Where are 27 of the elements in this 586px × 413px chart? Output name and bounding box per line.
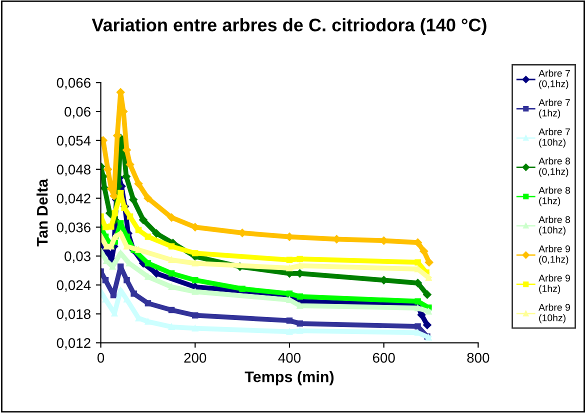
- legend-label: Arbre 7 (0,1hz): [538, 70, 570, 90]
- y-tick-label: 0,036: [56, 222, 90, 234]
- legend-label: Arbre 9 (10hz): [538, 304, 570, 324]
- x-tick-label: 600: [372, 352, 395, 363]
- y-axis-title: Tan Delta: [36, 178, 48, 246]
- y-tick-label: 0,048: [56, 164, 90, 176]
- y-tick-label: 0,03: [64, 251, 90, 263]
- legend-label: Arbre 7 (1hz): [538, 98, 570, 118]
- x-axis-title: Temps (min): [244, 371, 334, 386]
- y-tick-label: 0,018: [56, 309, 90, 321]
- y-tick-label: 0,024: [56, 280, 91, 292]
- legend-label: Arbre 9 (0,1hz): [538, 245, 570, 265]
- legend-label: Arbre 8 (0,1hz): [538, 157, 570, 177]
- x-tick-label: 200: [184, 352, 206, 363]
- x-tick-label: 400: [278, 352, 301, 363]
- y-tick-label: 0,012: [56, 338, 90, 350]
- x-tick-label: 800: [467, 352, 490, 363]
- chart-title: Variation entre arbres de C. citriodora (140 °C): [92, 18, 486, 35]
- y-tick-label: 0,054: [56, 136, 91, 148]
- legend-label: Arbre 8 (10hz): [538, 216, 570, 236]
- x-tick-label: 0: [97, 352, 104, 363]
- y-tick-label: 0,066: [56, 78, 90, 90]
- legend-label: Arbre 8 (1hz): [538, 186, 570, 206]
- y-tick-label: 0,06: [64, 106, 90, 118]
- legend-label: Arbre 7 (10hz): [538, 128, 570, 148]
- y-tick-label: 0,042: [56, 194, 90, 206]
- legend-label: Arbre 9 (1hz): [538, 274, 570, 294]
